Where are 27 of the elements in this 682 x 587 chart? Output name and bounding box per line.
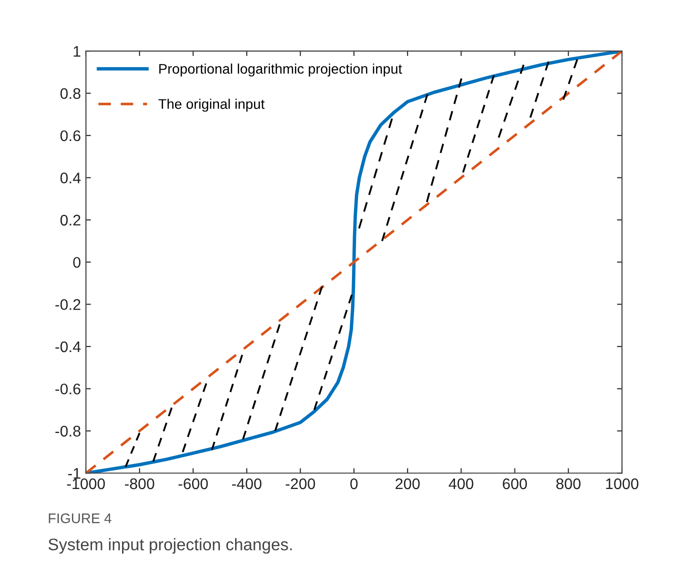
x-tick-label: -800 [124, 478, 154, 490]
y-tick-label: 0.8 [60, 88, 80, 99]
x-tick-label: 400 [448, 478, 474, 490]
x-tick-label: -600 [178, 478, 208, 490]
legend-label: Proportional logarithmic projection input [159, 64, 402, 77]
caption: FIGURE 4 [48, 513, 112, 524]
x-tick-label: 200 [396, 478, 420, 490]
y-tick-label: 0.4 [60, 172, 81, 184]
y-tick-label: 0.2 [60, 214, 80, 226]
x-tick-label: -400 [232, 478, 262, 490]
legend-label: The original input [158, 98, 265, 112]
y-tick-label: 1 [74, 46, 80, 57]
y-tick-label: -0.6 [55, 384, 80, 394]
x-tick-label: 1000 [606, 478, 638, 490]
text: System input projection changes. [48, 538, 292, 554]
y-tick-label: 0 [73, 256, 80, 268]
y-tick-label: -0.2 [55, 299, 80, 310]
y-tick-label: 0.6 [60, 130, 80, 142]
y-tick-label: -0.4 [55, 341, 81, 352]
x-tick-label: 0 [350, 478, 358, 490]
line-series [86, 51, 622, 474]
y-tick-label: -0.8 [55, 426, 80, 437]
y-tick-label: -1 [68, 468, 80, 479]
x-tick-label: -200 [286, 478, 316, 490]
x-tick-label: -1000 [67, 478, 105, 490]
x-tick-label: 800 [556, 478, 581, 490]
x-tick-label: 600 [502, 478, 527, 490]
